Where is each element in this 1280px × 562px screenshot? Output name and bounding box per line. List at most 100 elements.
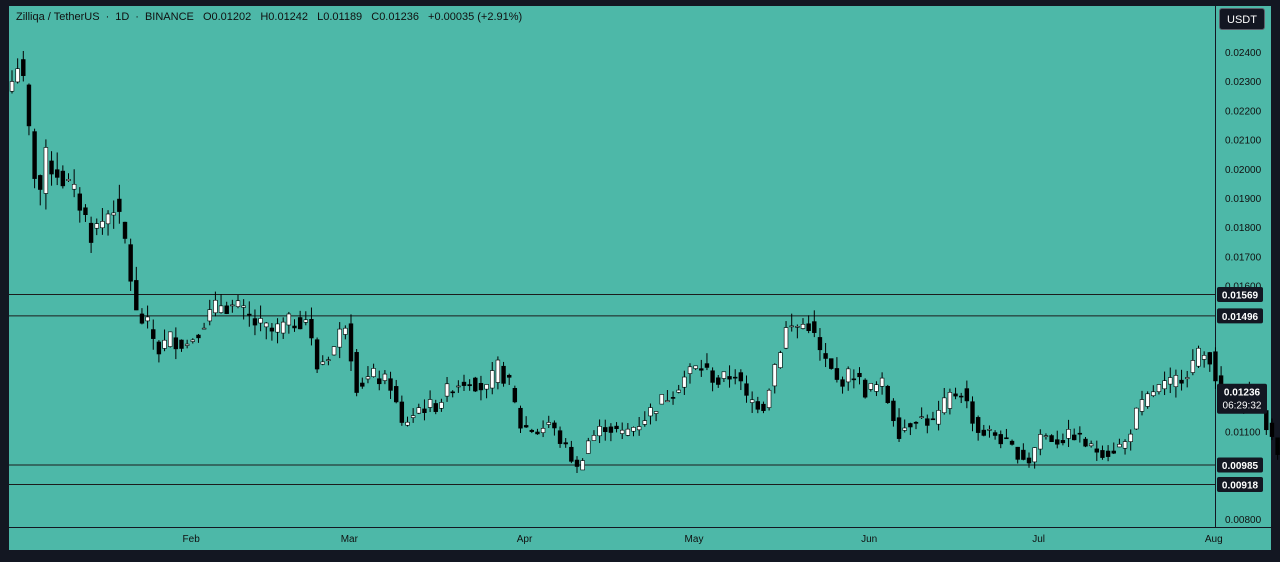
candle-down [21,59,26,76]
candle-down [1049,435,1054,442]
candle-down [151,329,156,339]
candle-down [913,421,919,424]
interval[interactable]: 1D [115,11,130,23]
candle-down [461,381,467,386]
candle-down [88,222,94,243]
candle-up [162,339,167,349]
time-axis[interactable]: Feb Mar Apr May Jun Jul Aug [183,534,1223,545]
candle-up [902,427,907,431]
candle-up [687,366,693,374]
candle-up [1117,443,1122,448]
candle-up [258,318,263,324]
candle-down [738,372,744,382]
candle-up [1139,399,1145,412]
candle-up [721,371,727,379]
candle-up [1066,429,1071,439]
candle-down [670,397,676,399]
candle-down [569,446,574,462]
candle-up [942,397,947,414]
candle-down [608,426,614,433]
candle-up [184,343,190,346]
candle-down [761,403,766,411]
candle-down [360,382,365,387]
candle-down [981,429,987,436]
candle-down [992,432,998,436]
time-tick-label: Jul [1032,534,1045,545]
header-separator: · [105,11,110,23]
candle-down [1026,457,1032,464]
candle-up [111,212,116,216]
candle-up [218,305,224,313]
candle-down [1179,379,1184,384]
symbol-name[interactable]: Zilliqa / TetherUS [16,11,100,23]
candle-down [247,313,252,316]
level-price-badge [1217,287,1263,303]
candle-down [518,407,523,429]
time-tick-label: Feb [183,534,201,545]
candle-up [597,426,602,437]
candle-down [1207,352,1213,365]
candle-up [326,359,331,361]
candle-up [207,309,212,322]
candle-up [1032,447,1037,463]
time-tick-label: Jun [861,534,877,545]
last-price-badge [1217,383,1267,414]
candle-down [552,422,557,429]
candle-up [1043,435,1049,437]
candle-down [970,401,975,424]
candle-up [303,319,308,323]
price-axis-panel [1216,6,1271,527]
candle-down [953,393,958,397]
candle-down [716,377,721,385]
candle-up [766,389,772,408]
close-value: C0.01236 [371,11,419,23]
candle-down [196,334,201,339]
candle-down [862,379,868,398]
candle-up [145,316,150,322]
candle-up [879,377,885,387]
candle-down [292,325,297,329]
candle-down [139,313,145,324]
candle-up [71,184,77,190]
candle-down [450,391,455,394]
candle-up [642,420,648,425]
candle-up [1162,380,1167,390]
time-tick-label: May [685,534,704,545]
candle-up [337,328,342,348]
candle-down [117,198,122,212]
candle-up [1185,377,1190,380]
candle-down [727,376,732,380]
candle-up [987,429,992,431]
low-value: L0.01189 [317,11,363,23]
candle-down [755,401,761,410]
candle-down [908,423,913,428]
candle-down [806,323,811,331]
candle-down [54,169,60,178]
candle-up [405,421,410,426]
level-price-label: 0.00985 [1222,461,1259,472]
candle-up [1168,377,1173,385]
candle-down [857,372,862,378]
level-price-badge [1217,477,1263,493]
candle-down [1094,448,1100,453]
candle-up [264,322,269,328]
currency-badge[interactable]: USDT [1219,8,1265,30]
candle-down [348,323,354,362]
candle-down [467,384,472,387]
candle-up [693,365,698,369]
candle-down [1009,440,1015,445]
candle-down [297,317,303,330]
candle-up [484,384,489,390]
candle-up [100,221,105,229]
price-axis[interactable]: 0.02400 0.02300 0.02200 0.02100 0.02000 0.019… [1225,48,1262,526]
candle-down [829,358,834,369]
candle-up [682,376,687,388]
candle-up [636,426,642,431]
candle-up [410,415,416,418]
candle-up [213,299,218,314]
candle-up [230,304,235,307]
candle-up [1122,441,1128,449]
candle-up [868,383,874,390]
candle-down [269,327,275,332]
